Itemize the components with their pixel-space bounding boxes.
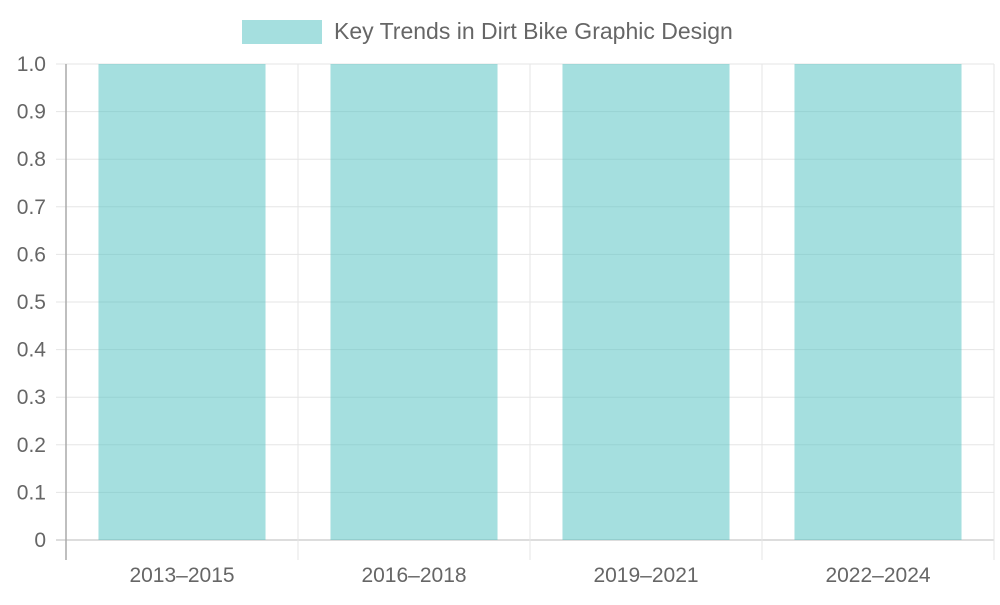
x-tick-label: 2016–2018	[361, 564, 466, 587]
y-tick-label: 0.7	[17, 196, 46, 219]
bar[interactable]	[330, 64, 498, 540]
x-tick-label: 2013–2015	[129, 564, 234, 587]
y-tick-label: 0.6	[17, 243, 46, 266]
y-tick-label: 0.9	[17, 101, 46, 124]
y-tick-label: 0.2	[17, 434, 46, 457]
y-tick-label: 0.4	[17, 339, 47, 362]
legend-label[interactable]: Key Trends in Dirt Bike Graphic Design	[334, 18, 733, 44]
y-tick-label: 0.3	[17, 386, 46, 409]
y-tick-label: 1.0	[17, 53, 46, 76]
bar[interactable]	[98, 64, 266, 540]
y-tick-label: 0	[34, 529, 46, 552]
bar[interactable]	[794, 64, 962, 540]
x-tick-label: 2022–2024	[825, 564, 930, 587]
legend[interactable]: Key Trends in Dirt Bike Graphic Design	[242, 18, 733, 44]
y-tick-label: 0.5	[17, 291, 46, 314]
y-tick-label: 0.8	[17, 148, 46, 171]
bar[interactable]	[562, 64, 730, 540]
bars	[98, 64, 962, 540]
legend-swatch[interactable]	[242, 20, 322, 44]
axes: 0 0.1 0.2 0.3 0.4 0.5 0.6 0.7 0.8 0.9 1.0 2013–2015…	[17, 53, 931, 587]
y-tick-label: 0.1	[17, 481, 46, 504]
x-tick-label: 2019–2021	[593, 564, 698, 587]
